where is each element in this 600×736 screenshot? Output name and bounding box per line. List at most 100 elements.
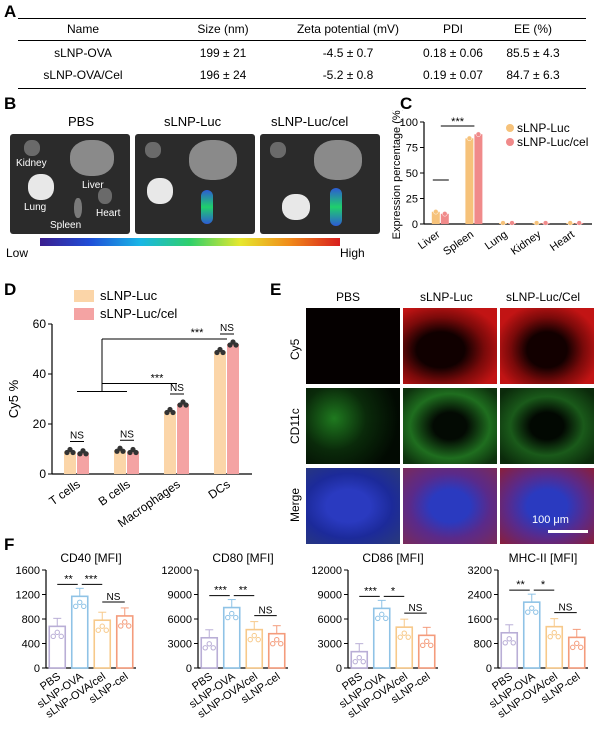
y-tick-label: 3000: [318, 639, 342, 651]
data-point: [533, 220, 540, 226]
y-tick-label: 800: [22, 614, 40, 626]
y-tick-label: 400: [22, 639, 40, 651]
significance-label: *: [391, 585, 396, 597]
data-point: [210, 645, 216, 651]
bar: [372, 607, 391, 669]
data-point: [233, 342, 239, 348]
y-tick-label: 100: [400, 117, 418, 129]
significance-label: NS: [170, 383, 184, 394]
y-tick-label: 0: [34, 663, 40, 675]
table-cell: 84.7 ± 6.3: [506, 68, 560, 82]
characterization-table: Name Size (nm) Zeta potential (mV) PDI E…: [18, 18, 586, 89]
data-point: [170, 409, 176, 416]
panel-label-b: B: [4, 94, 17, 113]
data-point: [525, 609, 531, 615]
data-point: [77, 599, 83, 606]
y-tick-label: 1200: [16, 590, 40, 602]
data-point: [356, 654, 362, 661]
data-point: [506, 636, 512, 642]
micro-row-title-cd11c: CD11c: [288, 408, 302, 444]
data-point: [375, 615, 381, 622]
x-tick-label: Heart: [548, 229, 577, 254]
data-point: [574, 640, 580, 647]
data-point: [570, 644, 576, 651]
data-point: [433, 209, 439, 215]
table-header: PDI: [442, 22, 463, 36]
y-tick-label: 9000: [318, 590, 342, 602]
data-point: [500, 220, 506, 226]
y-tick-label: 6000: [318, 614, 342, 626]
organ-label-lung: Lung: [24, 202, 47, 213]
data-point: [183, 402, 189, 408]
bar: [127, 451, 139, 474]
chart-title: CD80 [MFI]: [212, 551, 273, 565]
panel-label-a: A: [4, 2, 17, 21]
x-tick-label: T cells: [46, 477, 82, 508]
table-cell: 196 ± 24: [199, 68, 247, 82]
organ-label-liver: Liver: [82, 180, 104, 191]
y-tick-label: 9000: [168, 590, 192, 602]
table-header: EE (%): [513, 22, 552, 36]
y-tick-label: 2400: [468, 590, 492, 602]
data-point: [542, 220, 549, 226]
y-tick-label: 6000: [168, 614, 192, 626]
scale-bar: [548, 530, 588, 533]
table-cell: -5.2 ± 0.8: [322, 68, 374, 82]
significance-label: ***: [451, 116, 465, 128]
chart-f-cd40: CD40 [MFI]040080012001600PBSsLNP-OVAsLNP…: [16, 551, 136, 721]
legend-marker: [74, 308, 94, 320]
colorbar-high-label: High: [340, 246, 365, 260]
table-cell: sLNP-OVA/Cel: [43, 68, 123, 82]
significance-label: NS: [107, 592, 121, 603]
y-tick-label: 60: [33, 317, 47, 331]
legend-marker: [506, 124, 514, 132]
y-axis-label: Cy5 %: [6, 379, 21, 418]
table-cell: 85.5 ± 4.3: [506, 46, 560, 60]
micro-row-title-merge: Merge: [288, 487, 302, 522]
data-point: [225, 614, 231, 621]
significance-label: NS: [220, 323, 234, 334]
data-point: [126, 623, 132, 629]
data-point: [397, 634, 403, 640]
micro-cd11c-luc: [403, 388, 497, 464]
data-point: [274, 637, 280, 643]
x-tick-label: DCs: [206, 477, 233, 502]
legend-marker: [506, 138, 514, 146]
y-axis-label: Expression percentage (%): [391, 110, 403, 239]
bar: [164, 411, 176, 474]
micro-row-title-cy5: Cy5: [288, 338, 302, 360]
organ-label-spleen: Spleen: [50, 220, 82, 231]
ivis-title-luc: sLNP-Luc: [164, 114, 222, 129]
significance-label: *: [541, 579, 546, 591]
data-point: [81, 603, 87, 610]
bar: [70, 595, 89, 669]
data-point: [529, 605, 535, 611]
panel-label-e: E: [270, 280, 282, 299]
data-point: [83, 451, 89, 457]
data-point: [233, 614, 239, 621]
data-point: [118, 623, 124, 629]
micro-col-title-pbs: PBS: [336, 290, 361, 304]
data-point: [502, 640, 508, 646]
x-tick-label: Kidney: [509, 228, 544, 257]
micro-cy5-luccel: [500, 308, 594, 384]
ivis-title-pbs: PBS: [68, 114, 95, 129]
chart-f-cd80: CD80 [MFI]030006000900012000PBSsLNP-OVAs…: [161, 551, 288, 721]
y-tick-label: 0: [39, 467, 46, 481]
data-point: [220, 349, 226, 356]
micro-cd11c-luccel: [500, 388, 594, 464]
y-tick-label: 0: [186, 663, 192, 675]
table-cell: 0.19 ± 0.07: [423, 68, 483, 82]
data-point: [567, 220, 573, 226]
y-tick-label: 3000: [168, 639, 192, 651]
bar: [440, 213, 449, 224]
data-point: [405, 634, 411, 640]
y-tick-label: 12000: [311, 565, 342, 577]
y-tick-label: 3200: [468, 565, 492, 577]
x-tick-label: B cells: [96, 477, 133, 509]
data-point: [466, 135, 473, 141]
y-tick-label: 12000: [161, 565, 192, 577]
chart-f-mhcii: MHC-II [MFI]0800160024003200PBSsLNP-OVAs…: [468, 551, 588, 721]
bar: [227, 344, 239, 474]
bar: [474, 134, 483, 224]
